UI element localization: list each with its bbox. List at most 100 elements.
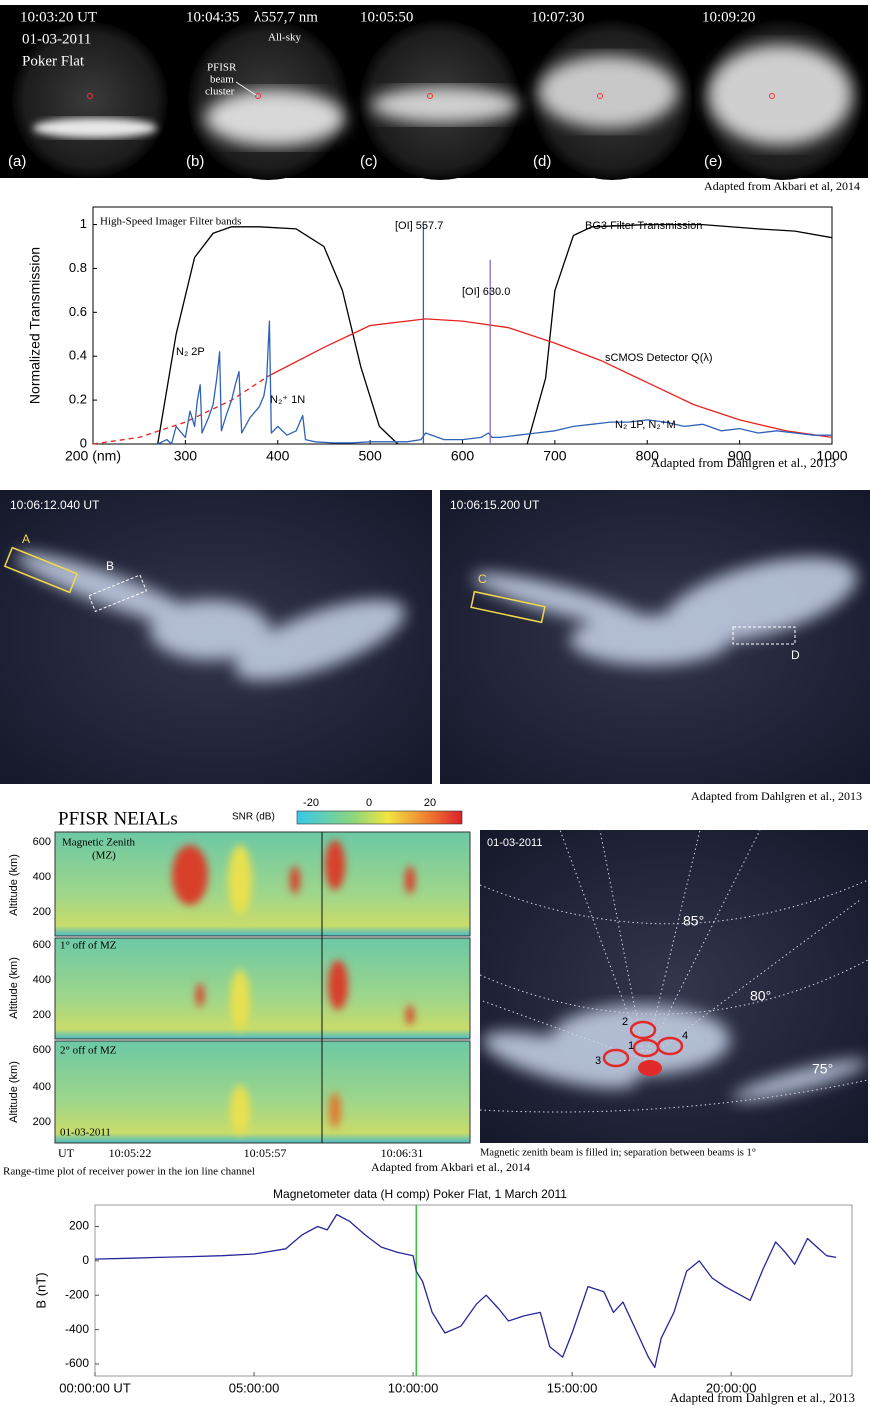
beam-number: 2 <box>622 1016 628 1028</box>
source: Adapted from Dahlgren et al., 2013 <box>670 1390 855 1405</box>
rti-label: 1° off of MZ <box>60 940 117 952</box>
beam-note: cluster <box>205 86 235 98</box>
y-tick-label: 400 <box>33 1081 51 1093</box>
caption: Magnetic zenith beam is filled in; separ… <box>480 1147 756 1158</box>
series-label: BG3 Filter Transmission <box>585 220 702 232</box>
wavelength: λ557,7 nm <box>254 9 318 25</box>
y-tick-label: 1 <box>80 216 87 231</box>
colorbar <box>297 811 462 824</box>
series-label: [OI] 630.0 <box>462 286 510 298</box>
y-axis-label: B (nT) <box>33 1272 48 1308</box>
rti <box>55 938 470 1039</box>
rti <box>55 1041 470 1143</box>
zenith-panel: 01-03-2011 85° 80° 75° 1 2 3 4 Magnetic … <box>478 830 870 1158</box>
radar-title: PFISR NEIALs <box>58 808 178 829</box>
plot-frame <box>93 207 832 444</box>
y-label: Altitude (km) <box>8 854 20 916</box>
image-time: 10:06:12.040 UT <box>10 498 100 512</box>
angle-label: 80° <box>750 988 771 1004</box>
figure: 10:03:20 UT 01-03-2011 Poker Flat 10:04:… <box>0 0 870 1407</box>
image-date: 01-03-2011 <box>487 837 542 849</box>
imager-panel: 10:06:12.040 UT 10:06:15.200 UT A B C D … <box>0 490 870 803</box>
beam-filled <box>638 1060 662 1076</box>
frame-label: (d) <box>533 153 551 170</box>
chart-title: Magnetometer data (H comp) Poker Flat, 1… <box>273 1187 567 1201</box>
y-tick-label: 0.2 <box>69 392 87 407</box>
x-tick-label: 500 <box>358 448 382 464</box>
frame-time: 10:05:50 <box>360 9 413 25</box>
colorbar-label: SNR (dB) <box>232 812 275 823</box>
radar-panel: PFISR NEIALs SNR (dB) -20 0 20 Magnetic … <box>3 797 530 1178</box>
image-bg <box>480 830 868 1143</box>
rti-label: Magnetic Zenith <box>62 837 136 849</box>
x-tick-label: 300 <box>174 448 198 464</box>
colorbar-tick: -20 <box>303 797 319 809</box>
y-tick-label: 200 <box>33 1009 51 1021</box>
allsky-panel: 10:03:20 UT 01-03-2011 Poker Flat 10:04:… <box>0 5 868 193</box>
y-axis-label: Normalized Transmission <box>27 247 43 404</box>
y-tick-label: 0.4 <box>69 348 87 363</box>
source: Adapted from Dahlgren et al., 2013 <box>651 455 836 470</box>
image-time: 10:06:15.200 UT <box>450 498 540 512</box>
y-label: Altitude (km) <box>8 957 20 1019</box>
frame-label: (e) <box>704 153 722 170</box>
x-tick-label: 200 (nm) <box>65 448 121 464</box>
y-tick-label: 600 <box>33 836 51 848</box>
echo <box>406 1005 414 1025</box>
y-tick-label: -400 <box>65 1322 89 1336</box>
x-tick-label: 15:00:00 <box>547 1380 598 1395</box>
aurora <box>708 45 852 145</box>
annotation: N₂ 2P <box>176 346 205 358</box>
frame-time: 10:04:35 <box>186 9 239 25</box>
y-tick-label: 600 <box>33 1044 51 1056</box>
x-label: 10:05:22 <box>109 1146 152 1160</box>
series-line <box>527 225 832 444</box>
y-tick-label: 400 <box>33 871 51 883</box>
echo <box>230 1085 250 1135</box>
group: UT 10:05:22 10:05:57 10:06:31 Range-time… <box>3 1146 530 1178</box>
annotation: N₂⁺ 1N <box>270 394 305 406</box>
y-tick-label: 0 <box>82 1253 89 1267</box>
series-line <box>158 321 832 444</box>
frame-label: (b) <box>186 153 204 170</box>
y-tick-label: 0.8 <box>69 260 87 275</box>
box-label: D <box>791 648 800 662</box>
echo <box>172 845 208 905</box>
rti-date: 01-03-2011 <box>60 1127 111 1139</box>
y-tick-label: -200 <box>65 1287 89 1301</box>
source: Adapted from Akbari et al., 2014 <box>371 1160 530 1174</box>
beam-number: 4 <box>682 1030 688 1042</box>
group: Altitude (km) Altitude (km) Altitude (km… <box>8 836 51 1128</box>
rti-label: (MZ) <box>92 850 116 862</box>
x-label: 10:05:57 <box>244 1146 287 1160</box>
frame-time: 10:07:30 <box>531 9 584 25</box>
echo <box>405 866 415 894</box>
series-label: [OI] 557.7 <box>395 220 443 232</box>
echo <box>328 960 348 1010</box>
echo <box>196 983 204 1007</box>
source: Adapted from Akbari et al, 2014 <box>704 179 860 193</box>
x-tick-label: 600 <box>451 448 475 464</box>
frame-time: 10:09:20 <box>702 9 755 25</box>
angle-label: 85° <box>683 913 704 929</box>
echo <box>290 866 300 894</box>
box-label: B <box>106 559 114 573</box>
x-tick-label: 700 <box>543 448 567 464</box>
echo <box>228 845 252 915</box>
series-line <box>93 376 269 444</box>
y-label: Altitude (km) <box>8 1061 20 1123</box>
source: Adapted from Dahlgren et al., 2013 <box>691 789 862 803</box>
box-label: A <box>22 532 30 546</box>
series-line <box>158 227 398 444</box>
x-label: UT <box>58 1146 75 1160</box>
frame-date: 01-03-2011 <box>22 31 91 47</box>
y-tick-label: -600 <box>65 1356 89 1370</box>
series-label: sCMOS Detector Q(λ) <box>605 352 713 364</box>
echo <box>325 840 345 890</box>
x-tick-label: 10:00:00 <box>388 1380 439 1395</box>
y-tick-label: 200 <box>33 906 51 918</box>
aurora <box>205 90 345 146</box>
colorbar-tick: 0 <box>366 797 372 809</box>
